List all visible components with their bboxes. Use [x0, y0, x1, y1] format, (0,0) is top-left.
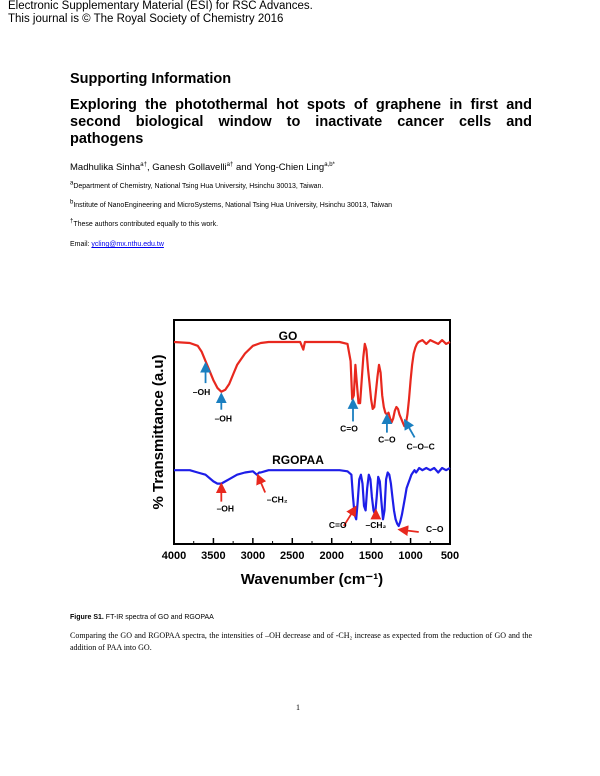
annotation-arrow	[256, 473, 267, 493]
annotation-label: C–O	[426, 524, 444, 534]
affiliation-a: aDepartment of Chemistry, National Tsing…	[70, 180, 324, 190]
annotation-label: C–O–C	[406, 441, 434, 451]
author-1: Madhulika Sinha	[70, 162, 141, 173]
x-tick-label: 3500	[201, 550, 225, 562]
affiliation-a-text: Department of Chemistry, National Tsing …	[73, 183, 324, 190]
annotation-label: –CH₂	[365, 520, 386, 530]
affiliation-b-marker: b	[70, 199, 74, 206]
paper-title: Exploring the photothermal hot spots of …	[70, 97, 532, 147]
author-3: and Yong-Chien Ling	[233, 162, 325, 173]
email-label: Email:	[70, 241, 92, 248]
page-number: 1	[296, 703, 300, 712]
author-3-affiliation: a,b*	[324, 161, 335, 168]
author-2-affiliation: a†	[226, 161, 234, 168]
section-heading: Supporting Information	[70, 71, 232, 87]
annotation-arrow	[403, 418, 416, 438]
email-line: Email: ycling@mx.nthu.edu.tw	[70, 241, 164, 248]
ftir-chart: 4000 3500 3000 2500 2000 1500 1000 500 GO RGOPAA…	[150, 319, 459, 588]
figure-caption: Figure S1. FT-IR spectra of GO and RGOPA…	[70, 614, 214, 621]
annotation-label: –OH	[193, 387, 210, 397]
series-line-rgopaa	[174, 466, 451, 528]
affiliation-b-text: Institute of NanoEngineering and MicroSy…	[73, 202, 393, 209]
annotation-label: C–O	[378, 435, 396, 445]
plot-frame	[173, 319, 451, 545]
x-tick-label: 500	[441, 550, 459, 562]
series-line-go	[173, 339, 451, 428]
affiliation-b: bInstitute of NanoEngineering and MicroS…	[70, 199, 393, 209]
series-label-go: GO	[279, 329, 298, 343]
x-tick-label: 3000	[241, 550, 265, 562]
annotation-arrow	[343, 505, 357, 527]
annotation-label: –CH₂	[267, 494, 288, 504]
annotation-arrow	[397, 525, 419, 537]
esi-header-line1: Electronic Supplementary Material (ESI) …	[8, 0, 313, 12]
equal-contribution-text: These authors contributed equally to thi…	[73, 221, 219, 228]
x-tick-label: 1500	[359, 550, 383, 562]
esi-header-line2: This journal is © The Royal Society of C…	[8, 13, 284, 25]
annotation-label: –OH	[217, 504, 234, 514]
email-link[interactable]: ycling@mx.nthu.edu.tw	[91, 241, 164, 248]
x-tick-label: 4000	[162, 550, 186, 562]
author-1-affiliation: a†	[140, 161, 147, 168]
x-axis-label: Wavenumber (cm⁻¹)	[241, 571, 383, 588]
body-paragraph: Comparing the GO and RGOPAA spectra, the…	[70, 631, 532, 652]
equal-contribution-note: †These authors contributed equally to th…	[70, 218, 219, 228]
series-label-rgopaa: RGOPAA	[272, 453, 324, 467]
author-list: Madhulika Sinhaa†, Ganesh Gollavellia† a…	[70, 162, 335, 173]
x-tick-label: 1000	[398, 550, 422, 562]
figure-caption-label: Figure S1.	[70, 614, 104, 621]
annotation-label: –OH	[215, 414, 232, 424]
x-tick-label: 2000	[319, 550, 343, 562]
annotation-label: C=O	[340, 423, 358, 433]
author-2: , Ganesh Gollavelli	[146, 162, 227, 173]
y-axis-label: % Transmittance (a.u)	[150, 354, 167, 509]
affiliation-a-marker: a	[70, 180, 74, 187]
dagger-marker: †	[70, 218, 74, 225]
annotation-label: C=O	[329, 520, 347, 530]
x-tick-label: 2500	[280, 550, 304, 562]
figure-caption-text: FT-IR spectra of GO and RGOPAA	[103, 614, 214, 621]
